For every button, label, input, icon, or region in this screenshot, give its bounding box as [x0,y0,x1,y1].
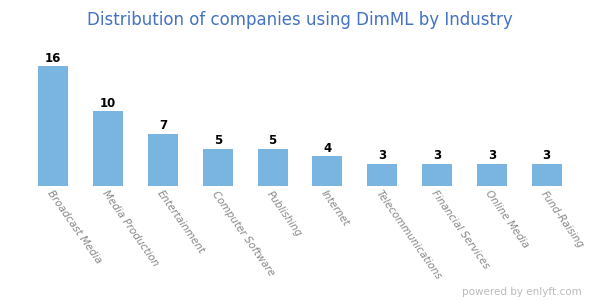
Text: 3: 3 [433,149,441,162]
Bar [257,148,287,186]
Bar [532,164,562,186]
Bar [422,164,452,186]
Bar [203,148,233,186]
Title: Distribution of companies using DimML by Industry: Distribution of companies using DimML by… [87,11,513,29]
Text: 4: 4 [323,142,332,155]
Bar [148,134,178,186]
Bar [313,156,343,186]
Text: powered by enlyft.com: powered by enlyft.com [462,287,582,297]
Bar [38,66,68,186]
Text: 5: 5 [268,134,277,147]
Text: 7: 7 [159,119,167,132]
Text: 10: 10 [100,97,116,110]
Text: 3: 3 [378,149,386,162]
Bar [367,164,397,186]
Bar [93,111,123,186]
Text: 16: 16 [45,52,61,65]
Text: 3: 3 [488,149,496,162]
Text: 3: 3 [542,149,551,162]
Text: 5: 5 [214,134,222,147]
Bar [477,164,507,186]
